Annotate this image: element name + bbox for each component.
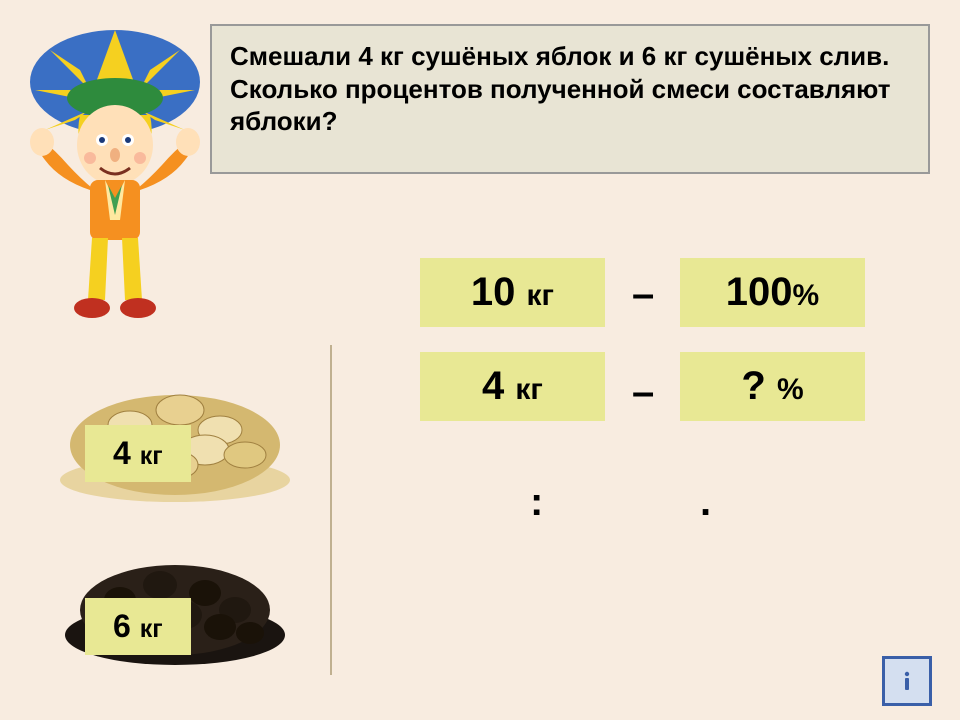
apples-weight-label: 4 кг (85, 425, 191, 482)
question-text-box: Смешали 4 кг сушёных яблок и 6 кг сушёны… (210, 24, 930, 174)
part-weight-box: 4 кг (420, 352, 605, 421)
proportion-dash-1: – (632, 272, 654, 317)
total-weight-unit: кг (527, 279, 555, 312)
info-icon (894, 668, 920, 694)
part-weight-value: 4 (482, 364, 504, 408)
part-weight-unit: кг (515, 373, 543, 406)
division-sign: : (530, 480, 543, 525)
proportion-dash-2: – (632, 370, 654, 415)
total-percent-unit: % (793, 279, 820, 312)
info-button[interactable] (882, 656, 932, 706)
prunes-weight-value: 6 (113, 608, 131, 644)
total-weight-value: 10 (471, 270, 516, 314)
vertical-divider (330, 345, 332, 675)
character-illustration (20, 20, 210, 330)
multiplication-dot: . (700, 480, 711, 525)
unknown-percent-value: ? (741, 364, 765, 408)
apples-weight-value: 4 (113, 435, 131, 471)
apples-weight-unit: кг (140, 442, 163, 470)
total-percent-box: 100% (680, 258, 865, 327)
prunes-weight-label: 6 кг (85, 598, 191, 655)
question-text: Смешали 4 кг сушёных яблок и 6 кг сушёны… (230, 41, 890, 136)
unknown-percent-box: ? % (680, 352, 865, 421)
unknown-percent-unit: % (777, 373, 804, 406)
total-weight-box: 10 кг (420, 258, 605, 327)
prunes-weight-unit: кг (140, 615, 163, 643)
total-percent-value: 100 (726, 270, 793, 314)
